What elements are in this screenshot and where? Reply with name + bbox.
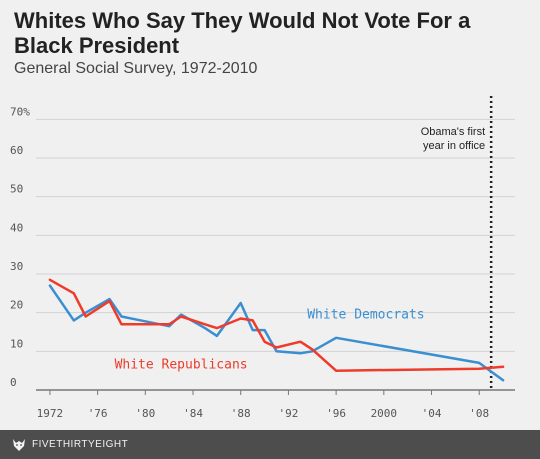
y-tick-label: 70% <box>10 105 30 118</box>
white-democrats-line <box>48 284 505 382</box>
y-tick-labels: 0 10 20 30 40 50 60 70% <box>10 105 30 389</box>
y-tick-label: 30 <box>10 260 23 273</box>
x-tick-label: '04 <box>422 407 442 420</box>
series-lines <box>48 278 505 382</box>
x-tick-label: '84 <box>183 407 203 420</box>
fox-icon <box>12 438 26 452</box>
y-tick-label: 40 <box>10 221 23 234</box>
white-republicans-line <box>48 278 505 372</box>
y-tick-label: 50 <box>10 183 23 196</box>
x-tick-label: '80 <box>135 407 155 420</box>
footer-bar: FIVETHIRTYEIGHT <box>0 430 540 459</box>
y-tick-label: 0 <box>10 376 17 389</box>
white-republicans-label: White Republicans <box>115 358 248 373</box>
line-chart: 0 10 20 30 40 50 60 70% 1972 '76 '80 '84 '88 '92 '96 2… <box>10 96 515 420</box>
x-tick-label: '96 <box>326 407 346 420</box>
y-tick-label: 60 <box>10 144 23 157</box>
chart-title: Whites Who Say They Would Not Vote For a… <box>14 8 471 58</box>
x-tick-label: 1972 <box>37 407 64 420</box>
y-tick-label: 10 <box>10 337 23 350</box>
annotation-layer: Obama's first year in office <box>421 96 493 390</box>
x-tick-label: '92 <box>278 407 298 420</box>
footer-brand: FIVETHIRTYEIGHT <box>32 439 129 450</box>
x-tick-label: '76 <box>88 407 108 420</box>
chart-subtitle: General Social Survey, 1972-2010 <box>14 60 258 77</box>
x-tick-label: '88 <box>231 407 251 420</box>
grid-lines <box>36 118 515 395</box>
obama-annotation: Obama's first year in office <box>421 126 485 152</box>
white-democrats-label: White Democrats <box>307 307 424 322</box>
x-tick-label: 2000 <box>371 407 398 420</box>
y-tick-label: 20 <box>10 299 23 312</box>
x-tick-labels: 1972 '76 '80 '84 '88 '92 '96 2000 '04 '08 <box>37 407 489 420</box>
series-labels: White Democrats White Republicans <box>115 307 425 372</box>
x-tick-label: '08 <box>469 407 489 420</box>
